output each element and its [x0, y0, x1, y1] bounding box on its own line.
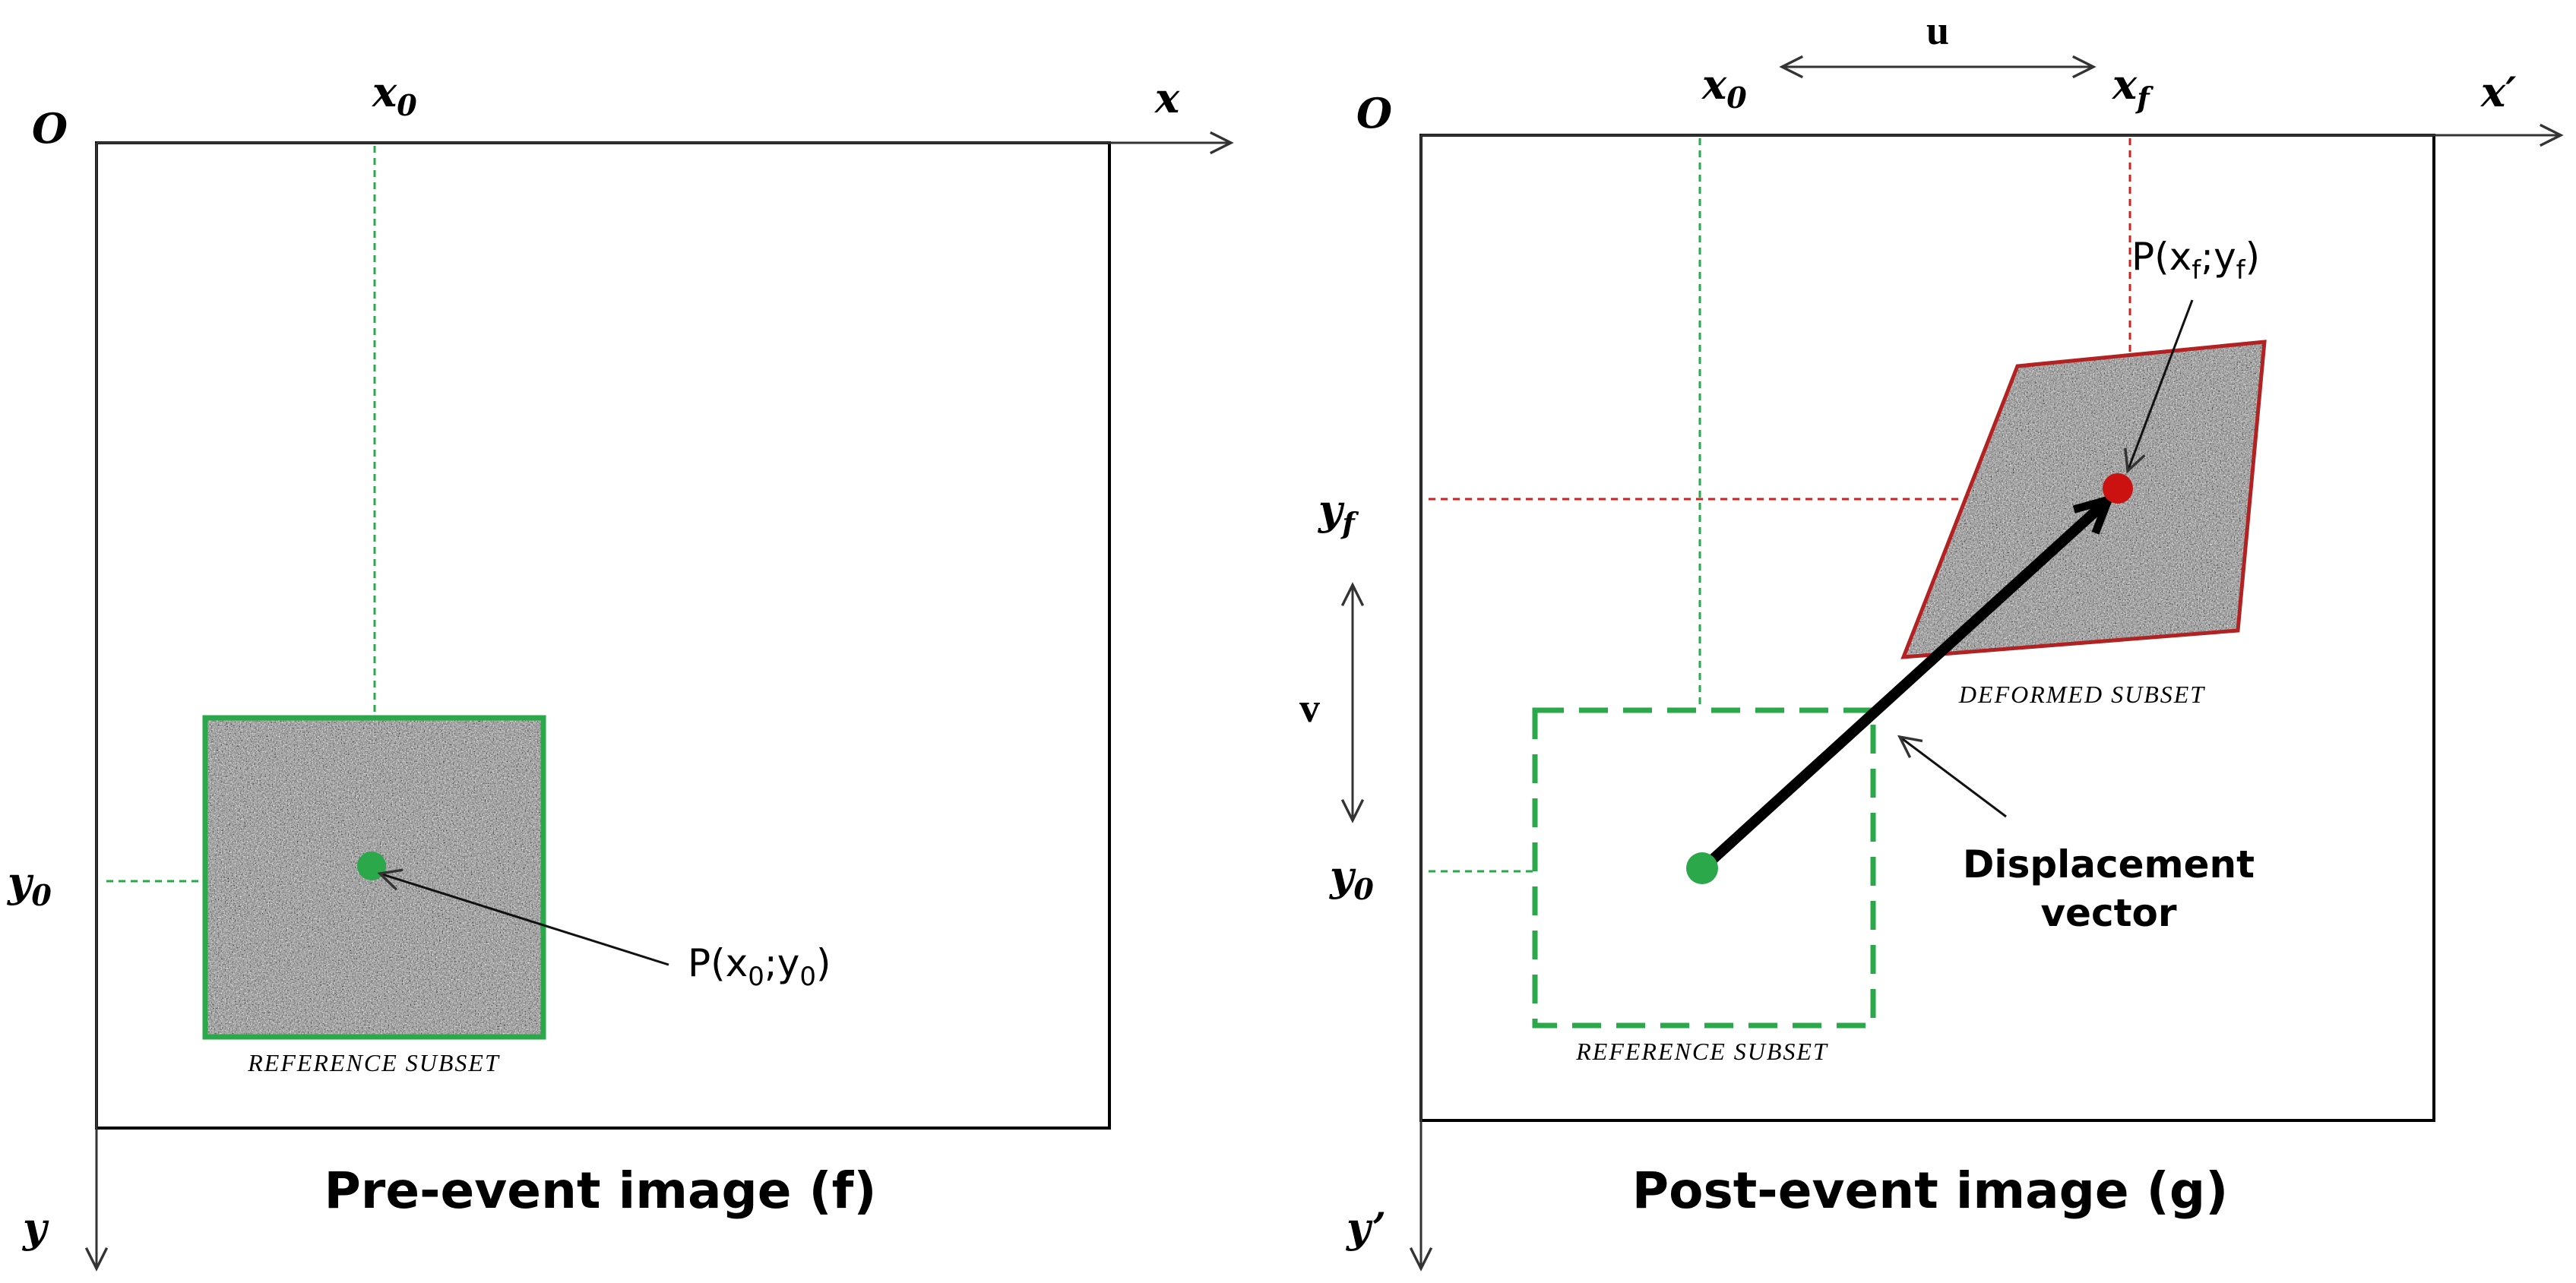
displacement-vector: [1699, 494, 2116, 873]
x0-label: x0: [372, 68, 417, 122]
pre-event-panel: O x y x0 y0 P(x0;y0) REFERENCE SUBSET Pr…: [7, 68, 1231, 1269]
x0-label-post: x0: [1701, 60, 1747, 115]
point-pointer-arrow: [380, 874, 669, 966]
x-prime-axis-label: x′: [2480, 68, 2516, 116]
displacement-label-pointer: [1900, 737, 2007, 818]
deformed-subset-label: DEFORMED SUBSET: [1958, 681, 2205, 708]
u-label: u: [1926, 8, 1949, 53]
reference-point: [357, 852, 386, 880]
y0-label: y0: [7, 858, 52, 912]
deformed-point: [2103, 473, 2133, 504]
v-label: v: [1299, 685, 1320, 731]
y-prime-axis-label: y’: [1346, 1203, 1386, 1252]
reference-point-post: [1686, 852, 1718, 884]
reference-subset-dashed: [1532, 707, 1876, 1029]
y0-label-post: y0: [1329, 852, 1374, 906]
y-axis-label: y: [22, 1203, 49, 1252]
xf-label: xf: [2112, 60, 2154, 115]
pre-event-caption: Pre-event image (f): [324, 1161, 876, 1220]
deformed-point-pointer: [2128, 299, 2194, 471]
origin-label-post: O: [1356, 89, 1392, 137]
displacement-vector-label: Displacement vector: [1963, 842, 2255, 935]
post-event-panel: O x′ y’ x0 xf u yf y0 v P(xf;yf) DEFORME…: [1299, 8, 2561, 1269]
origin-label: O: [32, 104, 68, 153]
point-label: P(x0;y0): [688, 941, 831, 992]
reference-subset-label: REFERENCE SUBSET: [247, 1049, 500, 1076]
yf-label: yf: [1318, 485, 1359, 540]
deformed-point-label: P(xf;yf): [2131, 235, 2260, 286]
reference-subset-label-post: REFERENCE SUBSET: [1575, 1038, 1828, 1065]
x-axis-label: x: [1154, 74, 1180, 122]
post-event-caption: Post-event image (g): [1632, 1161, 2229, 1220]
